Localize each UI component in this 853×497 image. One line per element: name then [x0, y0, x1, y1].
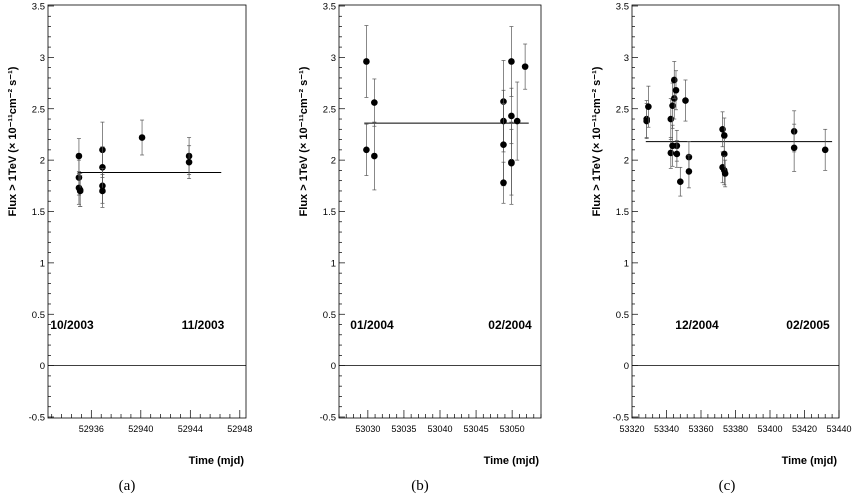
y-tick-label: 1	[40, 258, 45, 269]
period-annotation: 12/2004	[675, 318, 719, 332]
period-annotation: 02/2004	[488, 318, 532, 332]
data-point	[363, 146, 370, 154]
y-tick-label: -0.5	[613, 413, 629, 424]
data-point	[75, 152, 83, 160]
data-point	[76, 187, 84, 195]
data-point	[99, 187, 106, 195]
y-tick-label: 3.5	[616, 2, 629, 13]
y-tick-label: 3	[40, 53, 45, 64]
data-point	[720, 150, 728, 158]
y-tick-label: 0	[331, 361, 336, 372]
x-axis-title: Time (mjd)	[782, 455, 838, 467]
data-point	[669, 102, 676, 109]
plot-frame	[631, 4, 840, 419]
y-tick-label: 3	[331, 53, 336, 64]
x-tick-label: 52936	[79, 424, 104, 434]
period-annotation: 10/2003	[50, 318, 94, 332]
data-point	[363, 58, 370, 65]
x-tick-label: 53030	[355, 424, 380, 434]
y-tick-label: 1.5	[32, 207, 45, 218]
y-tick-label: 2	[40, 156, 45, 167]
data-point	[185, 158, 193, 166]
data-point	[645, 103, 652, 110]
data-point	[721, 170, 729, 177]
data-point	[371, 152, 378, 160]
x-tick-label: 52944	[178, 424, 203, 434]
plot-frame	[338, 4, 542, 419]
plot-frame	[47, 4, 247, 419]
y-tick-label: 1.5	[323, 207, 336, 218]
y-axis-title: Flux > 1TeV (× 10⁻¹¹cm⁻² s⁻¹)	[591, 66, 603, 216]
y-tick-label: 2	[331, 156, 336, 167]
panel-a: -0.5 0 0.5 1 1.5 2 2.5 3 3.5 52936 52940 52944 52948…	[7, 2, 252, 495]
y-tick-label: 1	[331, 258, 336, 269]
x-axis-title: Time (mjd)	[484, 455, 540, 467]
x-tick-label: 53050	[500, 424, 525, 434]
data-point	[508, 112, 515, 120]
x-tick-label: 53045	[464, 424, 489, 434]
x-tick-label: 53040	[427, 424, 452, 434]
y-tick-label: 1	[624, 258, 629, 269]
x-tick-label: 53360	[688, 424, 713, 434]
x-tick-label: 53440	[826, 424, 851, 434]
y-tick-label: 0.5	[616, 310, 629, 321]
data-point	[790, 144, 798, 152]
x-tick-label: 52948	[227, 424, 252, 434]
x-tick-label: 53035	[391, 424, 416, 434]
panel-b: -0.5 0 0.5 1 1.5 2 2.5 3 3.5 53030 53035 53040 53045…	[298, 2, 542, 494]
data-point	[513, 117, 521, 125]
data-point	[508, 159, 515, 167]
data-point	[720, 132, 728, 139]
data-point	[643, 117, 650, 125]
panel-caption: (a)	[119, 478, 136, 494]
y-tick-label: 2.5	[616, 104, 629, 115]
data-point	[821, 146, 829, 154]
y-tick-label: 2	[624, 156, 629, 167]
data-point	[677, 178, 684, 186]
data-point	[508, 58, 515, 65]
period-annotation: 02/2005	[786, 318, 830, 332]
y-tick-label: -0.5	[320, 413, 336, 424]
data-point	[667, 149, 675, 157]
x-tick-label: 53380	[723, 424, 748, 434]
y-tick-label: 3	[624, 53, 629, 64]
x-tick-label: 53320	[619, 424, 644, 434]
y-tick-label: 1.5	[616, 207, 629, 218]
y-axis-title: Flux > 1TeV (× 10⁻¹¹cm⁻² s⁻¹)	[7, 66, 19, 216]
y-tick-label: 0	[40, 361, 45, 372]
x-tick-label: 53400	[757, 424, 782, 434]
period-annotation: 11/2003	[182, 318, 225, 332]
data-point	[521, 63, 529, 70]
panel-c: -0.5 0 0.5 1 1.5 2 2.5 3 3.5 53320 53340 53360 53380…	[591, 2, 852, 495]
y-tick-label: 3.5	[32, 2, 45, 13]
data-point	[371, 99, 378, 106]
y-tick-label: 3.5	[323, 2, 336, 13]
y-tick-label: 2.5	[32, 104, 45, 115]
period-annotation: 01/2004	[350, 318, 394, 332]
y-tick-label: 0.5	[323, 310, 336, 321]
panel-caption: (b)	[411, 478, 429, 494]
data-point	[500, 141, 507, 149]
y-tick-label: -0.5	[29, 413, 45, 424]
panel-caption: (c)	[719, 478, 736, 494]
y-tick-label: 0.5	[32, 310, 45, 321]
data-point	[99, 164, 106, 171]
data-point	[673, 150, 681, 158]
x-axis-title: Time (mjd)	[189, 455, 245, 467]
y-tick-label: 2.5	[323, 104, 336, 115]
data-point	[719, 126, 726, 133]
x-tick-label: 52940	[128, 424, 153, 434]
y-tick-label: 0	[624, 361, 629, 372]
y-axis-title: Flux > 1TeV (× 10⁻¹¹cm⁻² s⁻¹)	[298, 66, 310, 216]
data-point	[672, 86, 680, 94]
data-point	[138, 134, 146, 141]
x-tick-label: 53340	[654, 424, 679, 434]
data-point	[685, 168, 693, 175]
data-point	[670, 76, 678, 84]
data-point	[682, 97, 689, 104]
data-point	[500, 179, 507, 187]
x-tick-label: 53420	[792, 424, 817, 434]
